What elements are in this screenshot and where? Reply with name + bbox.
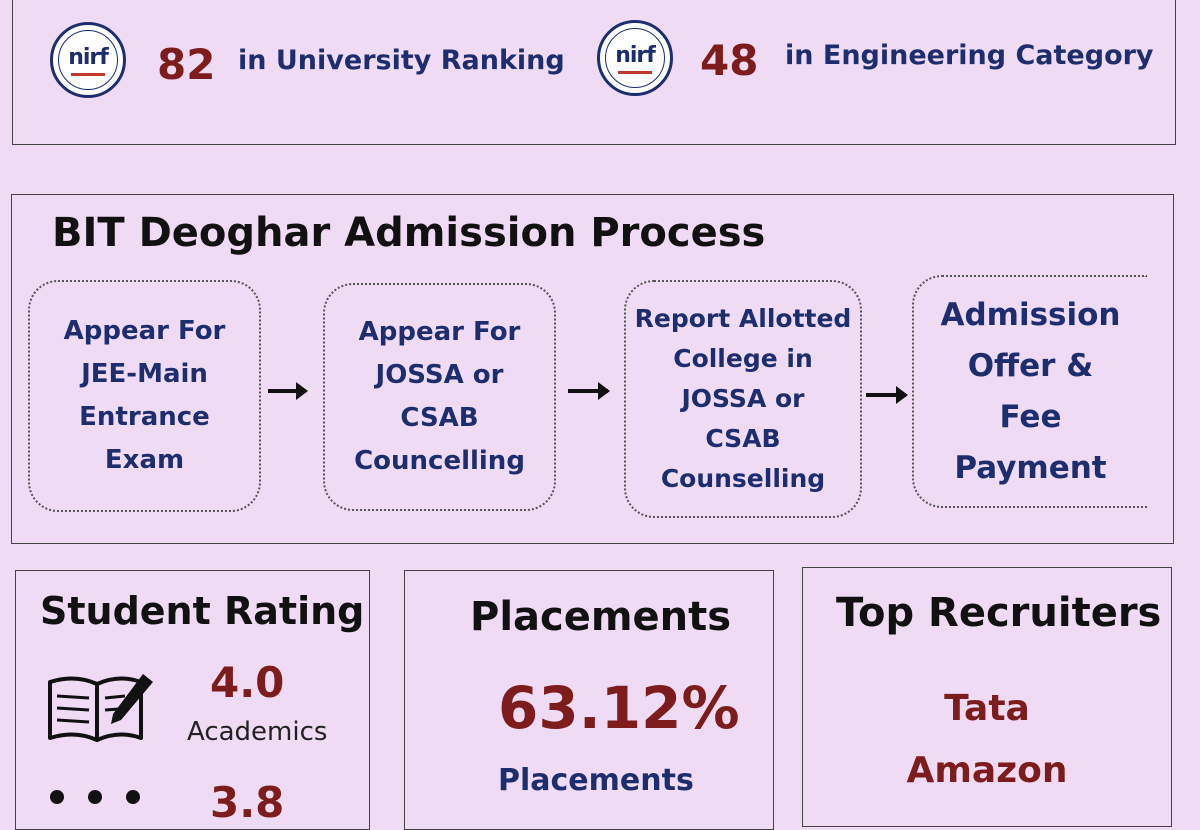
step-line: JOSSA or bbox=[375, 360, 504, 390]
arrow-right-icon bbox=[866, 386, 908, 404]
second-rating-value: 3.8 bbox=[210, 778, 285, 827]
top-recruiters-title: Top Recruiters bbox=[836, 590, 1162, 636]
step-line: Payment bbox=[954, 449, 1107, 486]
placement-label: Placements bbox=[498, 763, 694, 798]
university-rank-number: 82 bbox=[157, 40, 216, 89]
nirf-logo-icon: nirf bbox=[50, 22, 126, 98]
book-pen-icon bbox=[48, 674, 153, 742]
student-rating-panel bbox=[15, 570, 370, 830]
engineering-rank-label: in Engineering Category bbox=[785, 40, 1154, 71]
nirf-logo-icon: nirf bbox=[597, 20, 673, 96]
process-step-admission-offer: Admission Offer & Fee Payment bbox=[912, 275, 1147, 508]
step-line: College in bbox=[673, 344, 813, 373]
step-line: JOSSA or bbox=[681, 384, 805, 413]
step-line: Offer & bbox=[967, 347, 1094, 384]
step-line: Appear For bbox=[63, 316, 226, 346]
step-line: CSAB bbox=[705, 424, 781, 453]
academics-rating-label: Academics bbox=[187, 717, 328, 747]
process-title: BIT Deoghar Admission Process bbox=[52, 210, 766, 256]
process-step-report-college: Report Allotted College in JOSSA or CSAB… bbox=[624, 280, 862, 518]
academics-rating-value: 4.0 bbox=[210, 658, 285, 707]
step-line: Councelling bbox=[354, 446, 525, 476]
student-rating-title: Student Rating bbox=[40, 589, 365, 633]
recruiter-item: Amazon bbox=[906, 750, 1068, 791]
step-line: Admission bbox=[940, 296, 1121, 333]
recruiter-item: Tata bbox=[944, 688, 1030, 729]
step-line: Fee bbox=[999, 398, 1062, 435]
process-step-counselling: Appear For JOSSA or CSAB Councelling bbox=[323, 283, 556, 511]
placement-percentage: 63.12% bbox=[498, 674, 740, 742]
step-line: CSAB bbox=[400, 403, 479, 433]
placements-title: Placements bbox=[470, 594, 732, 640]
step-line: Entrance bbox=[79, 402, 210, 432]
university-rank-label: in University Ranking bbox=[238, 45, 565, 76]
process-step-jee-main: Appear For JEE-Main Entrance Exam bbox=[28, 280, 261, 512]
step-line: Exam bbox=[104, 445, 185, 475]
admission-process-panel bbox=[11, 194, 1174, 544]
ranking-panel bbox=[12, 0, 1176, 145]
step-line: Report Allotted bbox=[634, 304, 852, 333]
step-line: Appear For bbox=[358, 317, 521, 347]
people-icon bbox=[50, 790, 140, 804]
arrow-right-icon bbox=[268, 382, 308, 400]
step-line: Counselling bbox=[660, 464, 826, 493]
engineering-rank-number: 48 bbox=[700, 36, 759, 85]
step-line: JEE-Main bbox=[81, 359, 208, 389]
arrow-right-icon bbox=[568, 382, 610, 400]
